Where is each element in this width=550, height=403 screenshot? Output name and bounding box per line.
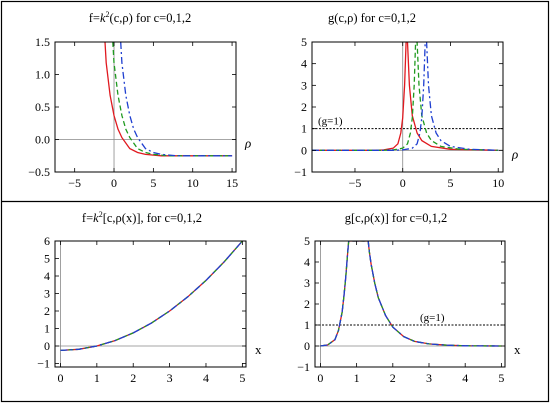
x-tick-label: 5 (239, 371, 245, 385)
y-tick-label: 0.5 (35, 100, 50, 114)
x-axis-label: ρ (244, 136, 251, 151)
x-axis-label: x (514, 342, 521, 357)
x-tick-label: 2 (130, 371, 136, 385)
y-tick-label: 2 (301, 100, 307, 114)
x-tick-label: 2 (390, 371, 396, 385)
y-tick-label: 0.0 (35, 133, 50, 147)
series-line-0 (60, 241, 243, 352)
y-tick-label: −1 (297, 360, 310, 374)
panel-title: f=k2(c,ρ) for c=0,1,2 (89, 10, 191, 25)
x-tick-label: 1 (94, 371, 100, 385)
y-tick-label: 0 (44, 339, 50, 353)
y-tick-label: 1 (301, 122, 307, 136)
series-line-1 (112, 42, 233, 157)
y-tick-label: 3 (44, 287, 50, 301)
y-tick-label: −1 (37, 357, 50, 371)
y-tick-label: 3 (304, 276, 310, 290)
series-line-2 (120, 42, 233, 157)
x-tick-label: 15 (226, 176, 238, 190)
panel-title: g[c,ρ(x)] for c=0,1,2 (345, 211, 447, 225)
x-tick-label: 3 (167, 371, 173, 385)
panel-title: g(c,ρ) for c=0,1,2 (328, 11, 416, 25)
y-tick-label: 1 (44, 322, 50, 336)
series-line-2 (320, 241, 502, 347)
y-tick-label: −0.5 (28, 165, 50, 179)
y-tick-label: 0 (304, 339, 310, 353)
series-line-0 (104, 42, 233, 157)
x-tick-label: 4 (203, 371, 209, 385)
y-tick-label: 1.0 (35, 68, 50, 82)
x-tick-label: 5 (447, 176, 453, 190)
y-tick-label: 3 (301, 78, 307, 92)
y-tick-label: 4 (301, 57, 307, 71)
y-tick-label: 6 (44, 234, 50, 248)
y-tick-label: 0 (301, 143, 307, 157)
reference-annotation: (g=1) (318, 116, 343, 128)
panel-g-x: g[c,ρ(x)] for c=0,1,2 (g=1) 0 1 2 3 4 5 −1 0 1 2 3 4… (297, 211, 521, 385)
x-axis-label: ρ (511, 146, 518, 161)
plot-frame (311, 41, 504, 173)
x-tick-label: −5 (68, 176, 81, 190)
series-line-1 (312, 42, 499, 151)
panel-f-rho: f=k2(c,ρ) for c=0,1,2 −5 0 5 10 15 −0.5 0.0 0.5… (28, 10, 251, 190)
x-tick-label: 0 (57, 371, 63, 385)
y-tick-label: 1.5 (35, 35, 50, 49)
x-tick-label: 5 (150, 176, 156, 190)
x-tick-label: 3 (426, 371, 432, 385)
series-line-2 (60, 241, 243, 352)
series-line-1 (60, 241, 243, 352)
y-tick-label: 5 (44, 252, 50, 266)
x-tick-label: 10 (492, 176, 504, 190)
panel-g-rho: g(c,ρ) for c=0,1,2 (g=1) −5 0 5 10 −1 0 1 2 3 4 5 ρ (294, 11, 518, 190)
panel-title: f=k2[c,ρ(x)], for c=0,1,2 (82, 210, 202, 225)
x-tick-label: 10 (187, 176, 199, 190)
y-tick-label: 2 (44, 304, 50, 318)
series-line-0 (312, 42, 499, 151)
y-tick-label: 5 (301, 35, 307, 49)
plot-frame (54, 41, 237, 173)
x-tick-label: 0 (317, 371, 323, 385)
y-tick-label: 5 (304, 234, 310, 248)
x-tick-label: 1 (354, 371, 360, 385)
y-tick-label: 4 (44, 269, 50, 283)
plot-frame (54, 240, 247, 368)
reference-annotation: (g=1) (420, 312, 445, 324)
x-tick-label: −5 (349, 176, 362, 190)
x-tick-label: 4 (462, 371, 468, 385)
panel-f-x: f=k2[c,ρ(x)], for c=0,1,2 0 1 2 3 4 5 −1 0 1 2 3 4 5… (37, 210, 262, 385)
y-tick-label: 2 (304, 297, 310, 311)
x-axis-label: x (255, 342, 262, 357)
x-tick-label: 0 (111, 176, 117, 190)
y-tick-label: 4 (304, 255, 310, 269)
x-tick-label: 5 (498, 371, 504, 385)
x-tick-label: 0 (400, 176, 406, 190)
y-tick-label: −1 (294, 165, 307, 179)
y-tick-label: 1 (304, 318, 310, 332)
